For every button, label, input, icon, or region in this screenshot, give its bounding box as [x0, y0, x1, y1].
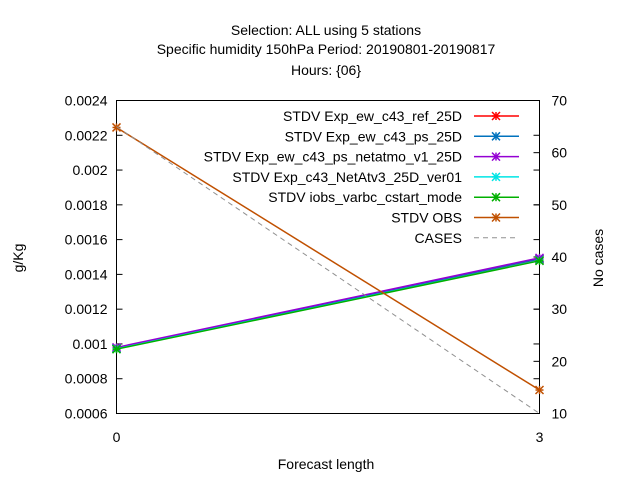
- series-5: [111, 256, 545, 354]
- series-2: [111, 254, 545, 353]
- legend-marker: [491, 172, 501, 182]
- series-line: [116, 260, 540, 350]
- legend-entry: STDV Exp_ew_c43_ps_25D: [285, 128, 519, 144]
- legend-label: STDV Exp_ew_c43_ps_25D: [285, 128, 462, 144]
- y2-axis-label: No cases: [590, 229, 606, 287]
- legend-entry: CASES: [415, 230, 519, 246]
- legend-label: STDV Exp_ew_c43_ps_netatmo_v1_25D: [204, 149, 462, 165]
- y2-tick-label: 30: [552, 301, 568, 317]
- y-axis-label: g/Kg: [10, 244, 26, 273]
- legend-entry: STDV Exp_c43_NetAtv3_25D_ver01: [232, 169, 519, 185]
- x-axis-label: Forecast length: [278, 456, 375, 472]
- series-point: [534, 256, 545, 266]
- legend-label: STDV iobs_varbc_cstart_mode: [268, 189, 462, 205]
- x-tick-label: 0: [113, 429, 121, 445]
- series-line: [116, 257, 540, 349]
- y-tick-label: 0.0016: [65, 232, 108, 248]
- series-6: [111, 122, 545, 395]
- legend-entry: STDV iobs_varbc_cstart_mode: [268, 189, 519, 205]
- y2-tick-label: 10: [552, 406, 568, 422]
- y2-tick-label: 20: [552, 353, 568, 369]
- y-tick-label: 0.0012: [65, 301, 108, 317]
- y-tick-label: 0.0022: [65, 127, 108, 143]
- series-line: [116, 126, 540, 391]
- cases-line: [116, 126, 540, 414]
- series-lines: [111, 122, 545, 414]
- legend-marker: [491, 131, 501, 141]
- y2-tick-label: 40: [552, 249, 568, 265]
- legend-marker: [491, 212, 501, 223]
- series-cases: [116, 126, 540, 414]
- series-point: [534, 385, 545, 395]
- series-point: [111, 122, 122, 132]
- y-tick-label: 0.0008: [65, 371, 108, 387]
- title-line-hours: Hours: {06}: [291, 62, 361, 78]
- y-axis-right: 10 20 30 40 50 60 70: [533, 93, 568, 422]
- y2-tick-label: 60: [552, 145, 568, 161]
- title-line-parameter-period: Specific humidity 150hPa Period: 2019080…: [157, 41, 496, 57]
- y-tick-label: 0.0018: [65, 197, 108, 213]
- legend-label: STDV OBS: [391, 210, 462, 226]
- legend-marker: [491, 111, 501, 121]
- y2-tick-label: 50: [552, 197, 568, 213]
- legend-marker: [491, 192, 501, 202]
- series-point: [111, 344, 122, 354]
- y-tick-label: 0.001: [72, 336, 107, 352]
- y-tick-label: 0.0024: [65, 93, 108, 109]
- y-tick-label: 0.0014: [65, 266, 108, 282]
- y-tick-label: 0.0006: [65, 406, 108, 422]
- legend-entry: STDV Exp_ew_c43_ref_25D: [283, 108, 519, 124]
- legend-label: CASES: [415, 230, 462, 246]
- plot-area-border: [116, 100, 540, 414]
- legend-entry: STDV Exp_ew_c43_ps_netatmo_v1_25D: [204, 149, 519, 165]
- y-axis-left: 0.0006 0.0008 0.001 0.0012 0.0014 0.0016 0.001…: [65, 93, 540, 422]
- y-tick-label: 0.002: [72, 162, 107, 178]
- legend: STDV Exp_ew_c43_ref_25D STDV Exp_ew_c43_p…: [204, 108, 519, 246]
- chart-title: Selection: ALL using 5 stations Specific…: [157, 22, 496, 78]
- legend-entry: STDV OBS: [391, 210, 519, 226]
- legend-marker: [491, 152, 501, 162]
- title-line-selection: Selection: ALL using 5 stations: [231, 22, 421, 38]
- y2-tick-label: 70: [552, 93, 568, 109]
- legend-label: STDV Exp_c43_NetAtv3_25D_ver01: [232, 169, 462, 185]
- legend-label: STDV Exp_ew_c43_ref_25D: [283, 108, 462, 124]
- x-tick-label: 3: [536, 429, 544, 445]
